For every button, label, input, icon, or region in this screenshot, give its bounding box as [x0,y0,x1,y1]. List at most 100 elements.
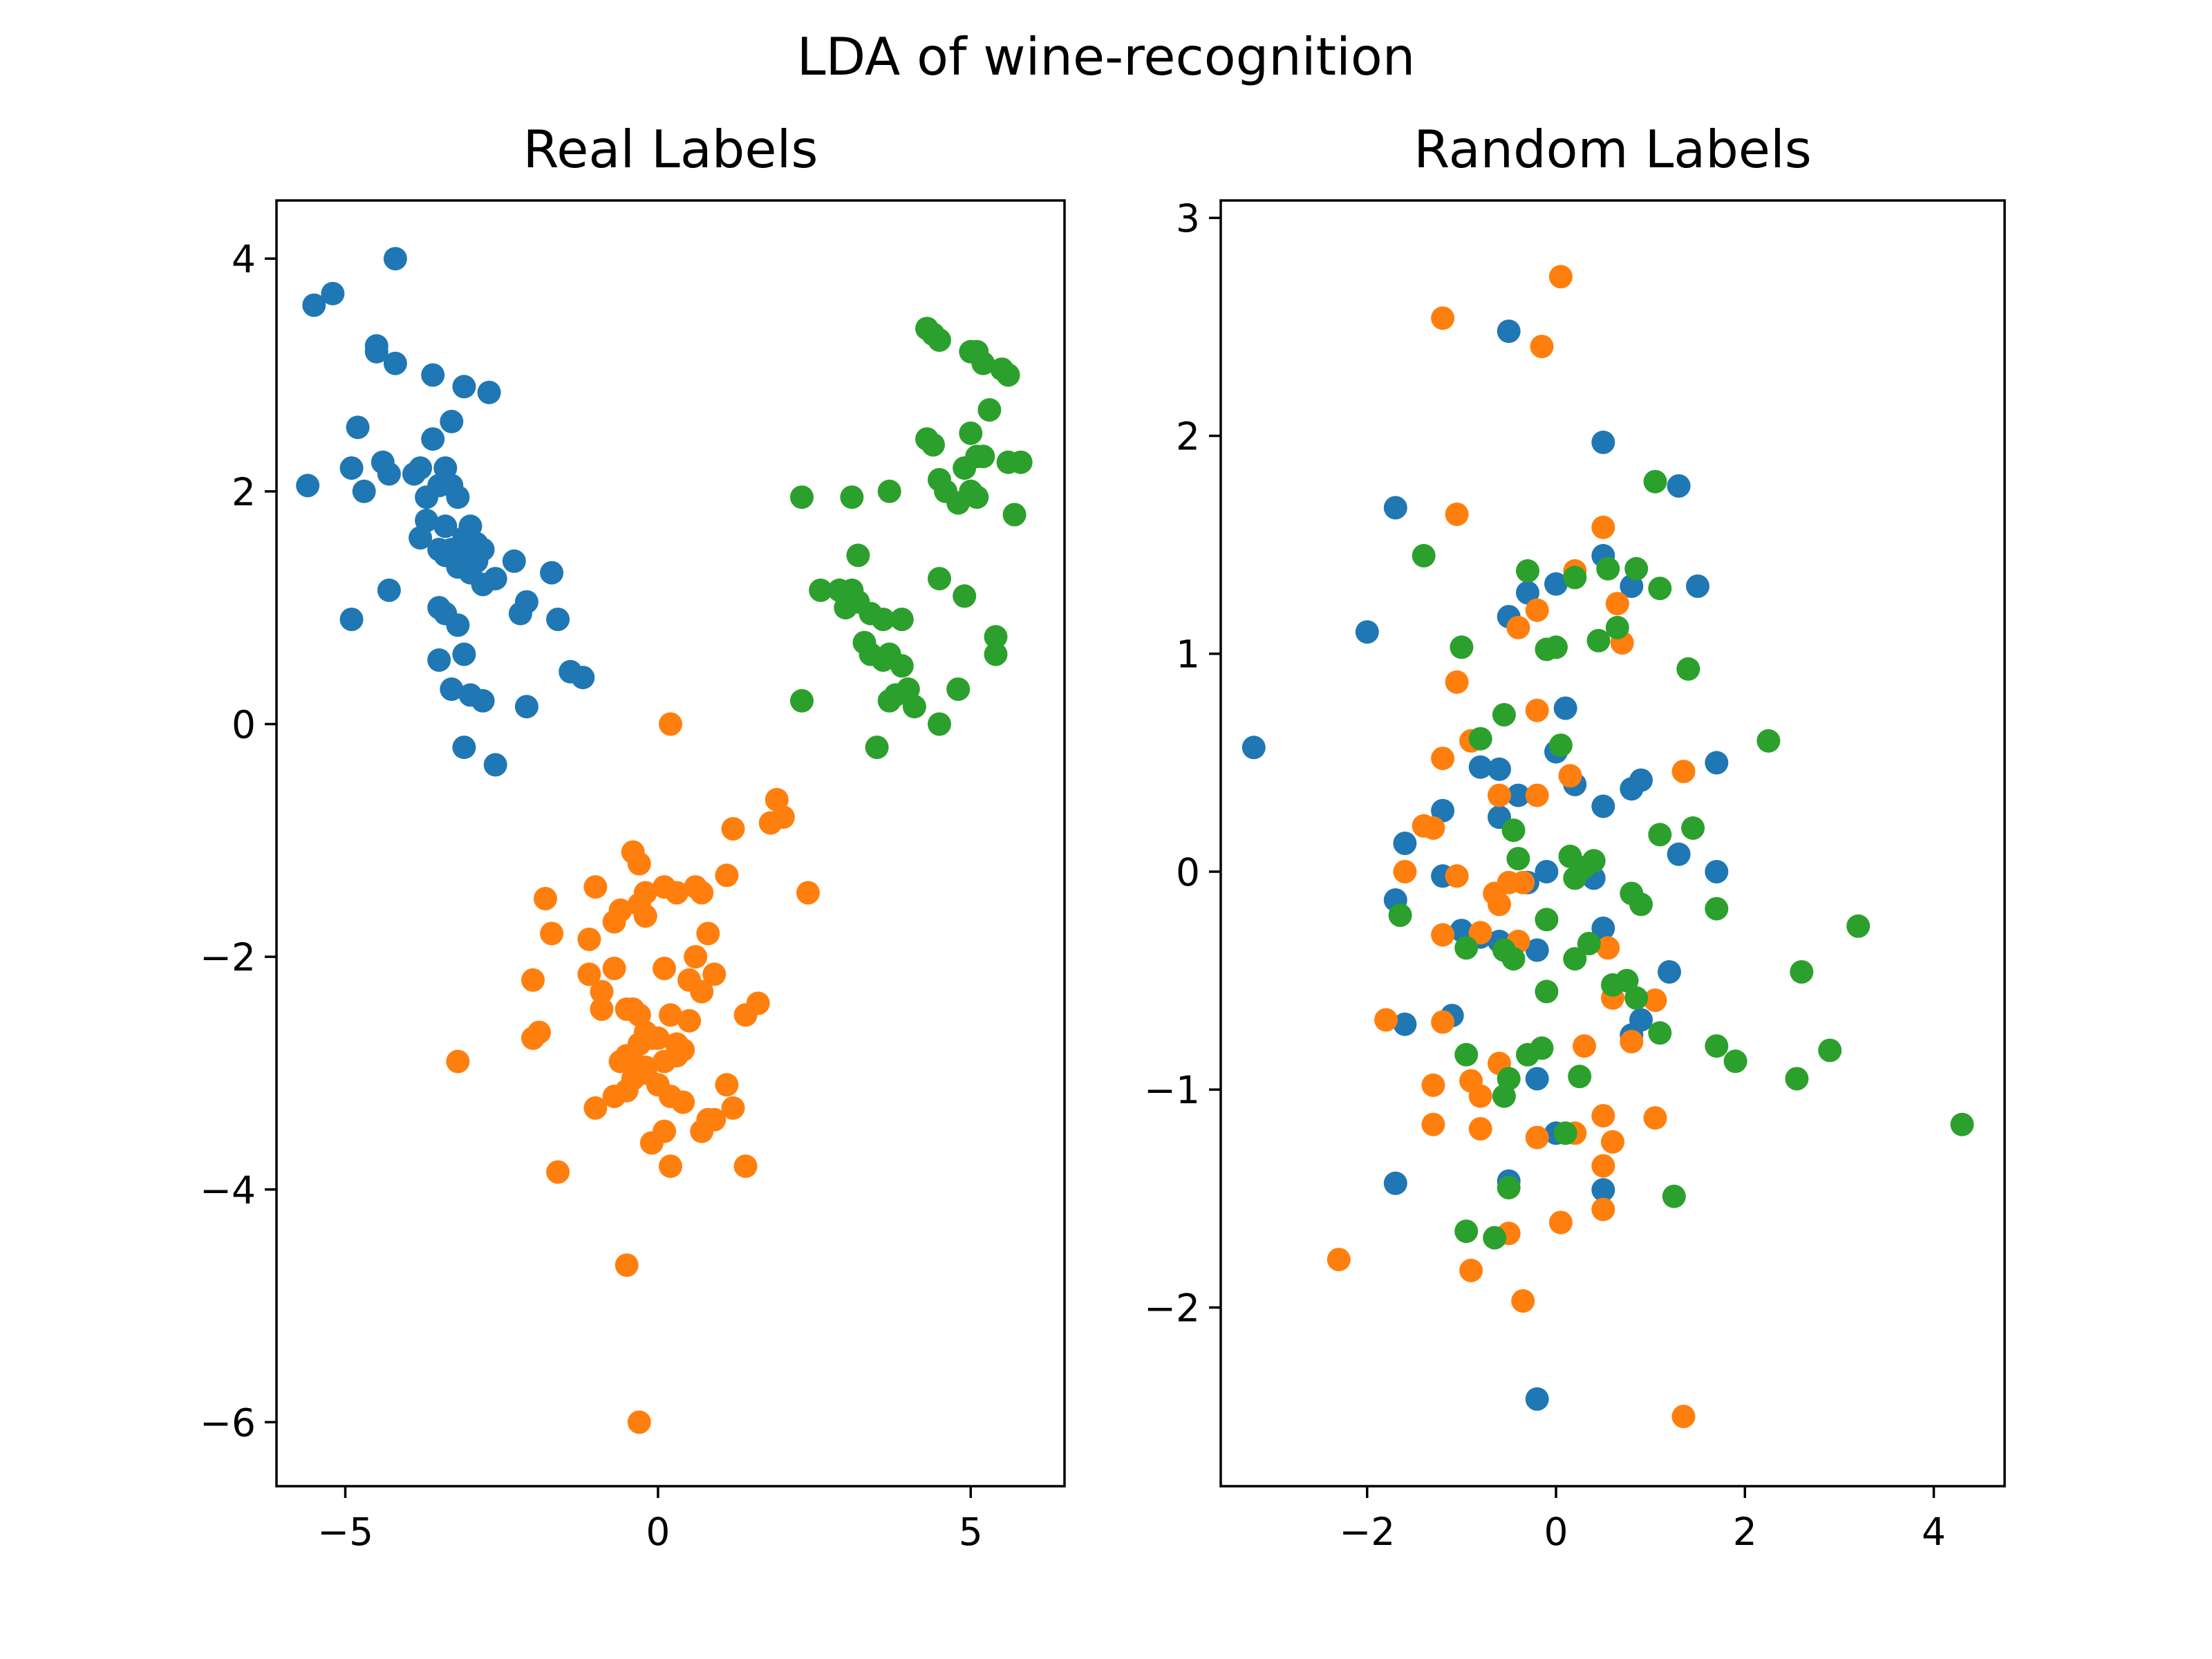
scatter-point-class2 [1388,903,1412,927]
scatter-point-class1 [540,921,564,946]
scatter-point-class2 [1723,1049,1747,1074]
scatter-point-class2 [1563,947,1587,971]
subplot-random-labels: Random Labels −2 0 2 4 −2 −1 0 1 2 3 [1144,119,2006,1554]
scatter-point-class1 [633,904,657,928]
y-tick-label: 0 [232,702,256,747]
scatter-points [296,247,1033,1434]
scatter-point-class2 [928,567,951,591]
scatter-point-class1 [1511,870,1535,894]
scatter-point-class1 [1483,881,1507,906]
scatter-point-class2 [996,450,1020,474]
x-tick-label: −5 [317,1510,373,1554]
scatter-point-class2 [1568,1065,1592,1089]
scatter-point-class2 [840,485,864,509]
scatter-point-class0 [409,526,433,550]
scatter-point-class0 [540,561,564,585]
scatter-point-class1 [702,962,727,986]
scatter-point-class2 [1492,703,1516,727]
scatter-point-class0 [346,415,370,440]
scatter-point-class2 [1586,628,1611,653]
scatter-point-class0 [421,427,445,451]
scatter-point-class1 [733,1154,758,1179]
scatter-point-class1 [1431,923,1455,947]
scatter-point-class2 [809,578,833,602]
axes-frame [1219,199,2006,1488]
scatter-point-class2 [1563,565,1587,590]
scatter-point-class1 [1605,592,1629,616]
scatter-point-class2 [1535,980,1559,1004]
scatter-point-class1 [646,1026,670,1050]
scatter-point-class1 [1525,698,1549,722]
scatter-point-class1 [1459,1258,1483,1282]
y-tick-label: −2 [1144,1286,1200,1330]
scatter-point-class0 [1591,1178,1615,1202]
scatter-point-class0 [427,648,451,672]
scatter-point-class2 [1483,1226,1507,1250]
scatter-point-class0 [1629,768,1653,792]
scatter-point-class1 [1421,1112,1445,1136]
scatter-point-class2 [1705,897,1729,921]
scatter-point-class2 [790,688,814,713]
y-tick-label: −2 [200,935,256,980]
scatter-point-class1 [1421,816,1445,840]
scatter-point-class2 [1563,866,1587,890]
scatter-point-class0 [364,339,388,364]
scatter-point-class1 [521,968,545,992]
scatter-point-class0 [514,695,538,719]
scatter-point-class0 [1393,832,1417,855]
scatter-point-class1 [577,927,601,951]
scatter-point-class0 [377,462,401,486]
scatter-point-class1 [1488,783,1511,807]
scatter-point-class1 [446,1049,470,1074]
scatter-point-class1 [796,881,820,905]
scatter-point-class1 [1445,670,1469,694]
scatter-point-class1 [715,863,739,888]
scatter-point-class1 [546,1160,570,1184]
scatter-point-class0 [377,578,401,602]
scatter-point-class2 [1624,556,1649,581]
scatter-point-class1 [1431,306,1455,330]
scatter-point-class1 [527,1020,551,1044]
scatter-point-class1 [746,991,770,1015]
scatter-point-class2 [946,677,971,701]
scatter-point-class2 [1530,1036,1554,1060]
scatter-point-class1 [1421,1073,1445,1097]
scatter-point-class1 [665,881,688,905]
axis-ticks: −2 0 2 4 −2 −1 0 1 2 3 [1144,196,1946,1554]
scatter-point-class2 [846,543,870,568]
scatter-point-class0 [1686,574,1709,598]
scatter-point-class2 [971,351,995,375]
scatter-point-class2 [1681,816,1705,840]
scatter-point-class2 [984,625,1008,649]
scatter-point-class1 [1530,335,1554,359]
scatter-point-class2 [1790,960,1814,984]
scatter-point-class1 [659,1154,682,1179]
scatter-point-class1 [1596,936,1620,960]
scatter-point-class2 [1548,733,1573,758]
scatter-point-class0 [1591,430,1615,454]
scatter-point-class0 [1705,751,1729,775]
scatter-point-class0 [477,380,501,404]
scatter-point-class2 [1535,908,1559,932]
scatter-point-class2 [1535,637,1559,662]
scatter-point-class2 [1950,1112,1974,1136]
scatter-point-class1 [1671,760,1696,783]
scatter-point-class0 [502,549,526,573]
scatter-point-class1 [659,712,682,736]
scatter-point-class2 [977,398,1002,422]
scatter-point-class0 [1667,842,1691,866]
scatter-point-class2 [890,608,914,631]
scatter-point-class2 [890,654,914,678]
scatter-point-class1 [1643,1106,1667,1130]
subplot-title: Random Labels [1414,119,1812,180]
scatter-point-class1 [602,957,626,980]
scatter-point-class1 [1468,1117,1492,1141]
scatter-point-class0 [421,363,445,387]
scatter-point-class0 [471,688,495,713]
scatter-point-class2 [1846,914,1871,938]
scatter-point-class0 [440,677,464,701]
scatter-point-class2 [959,421,983,445]
scatter-point-class0 [1241,735,1266,760]
scatter-point-class0 [1553,696,1577,720]
scatter-point-class1 [696,921,720,946]
